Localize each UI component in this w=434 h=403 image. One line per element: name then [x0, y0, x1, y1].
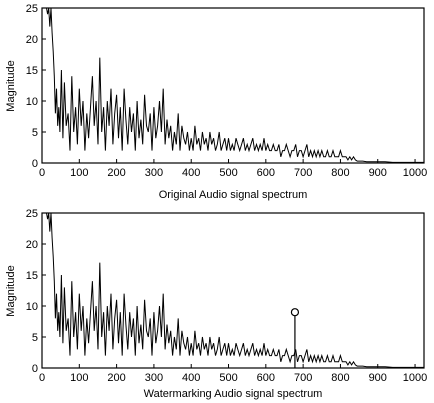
x-tick-label: 600 — [257, 167, 275, 179]
x-tick-label: 500 — [219, 167, 237, 179]
x-tick-label: 0 — [39, 167, 45, 179]
y-tick-label: 15 — [26, 65, 38, 77]
x-tick-label: 800 — [331, 372, 349, 384]
ticks-layer: 0 100 200 300 400 500 600 700 800 900 1000 0 5 10 15 20… — [26, 208, 428, 384]
y-tick-label: 15 — [26, 270, 38, 282]
y-axis-label: Magnitude — [5, 265, 17, 316]
ticks-layer: 0 100 200 300 400 500 600 700 800 900 1000 0 5 10 15 20… — [26, 3, 428, 179]
x-tick-label: 900 — [369, 167, 387, 179]
x-tick-label: 500 — [219, 372, 237, 384]
y-tick-label: 5 — [32, 332, 38, 344]
x-tick-label: 200 — [107, 372, 125, 384]
x-tick-label: 100 — [70, 167, 88, 179]
x-tick-label: 600 — [257, 372, 275, 384]
y-axis-label: Magnitude — [5, 60, 17, 111]
y-tick-label: 20 — [26, 239, 38, 251]
watermark-stem-marker — [290, 308, 300, 317]
y-tick-label: 20 — [26, 34, 38, 46]
x-tick-label: 1000 — [403, 372, 427, 384]
y-tick-label: 25 — [26, 208, 38, 220]
chart-original-spectrum: 0 100 200 300 400 500 600 700 800 900 1000 0 5 10 15 20… — [5, 3, 427, 201]
x-tick-label: 100 — [70, 372, 88, 384]
series-line-0 — [43, 7, 424, 163]
y-tick-label: 10 — [26, 301, 38, 313]
x-tick-label: 900 — [369, 372, 387, 384]
chart-watermarking-spectrum: 0 100 200 300 400 500 600 700 800 900 1000 0 5 10 15 20… — [5, 208, 427, 400]
y-tick-label: 5 — [32, 127, 38, 139]
x-tick-label: 700 — [294, 167, 312, 179]
x-tick-label: 300 — [145, 372, 163, 384]
series-line-0 — [43, 212, 424, 368]
x-tick-label: 1000 — [403, 167, 427, 179]
x-tick-label: 700 — [294, 372, 312, 384]
x-tick-label: 0 — [39, 372, 45, 384]
y-tick-label: 0 — [32, 363, 38, 375]
y-tick-label: 10 — [26, 96, 38, 108]
x-tick-label: 400 — [182, 372, 200, 384]
y-tick-label: 0 — [32, 158, 38, 170]
series-layer — [43, 212, 424, 368]
x-tick-label: 300 — [145, 167, 163, 179]
x-tick-label: 200 — [107, 167, 125, 179]
series-layer — [43, 7, 424, 163]
x-tick-label: 800 — [331, 167, 349, 179]
plot-frame — [41, 212, 425, 369]
x-tick-label: 400 — [182, 167, 200, 179]
y-tick-label: 25 — [26, 3, 38, 15]
plot-frame — [41, 7, 425, 164]
x-axis-label: Watermarking Audio signal spectrum — [144, 388, 323, 400]
x-axis-label: Original Audio signal spectrum — [159, 189, 308, 201]
